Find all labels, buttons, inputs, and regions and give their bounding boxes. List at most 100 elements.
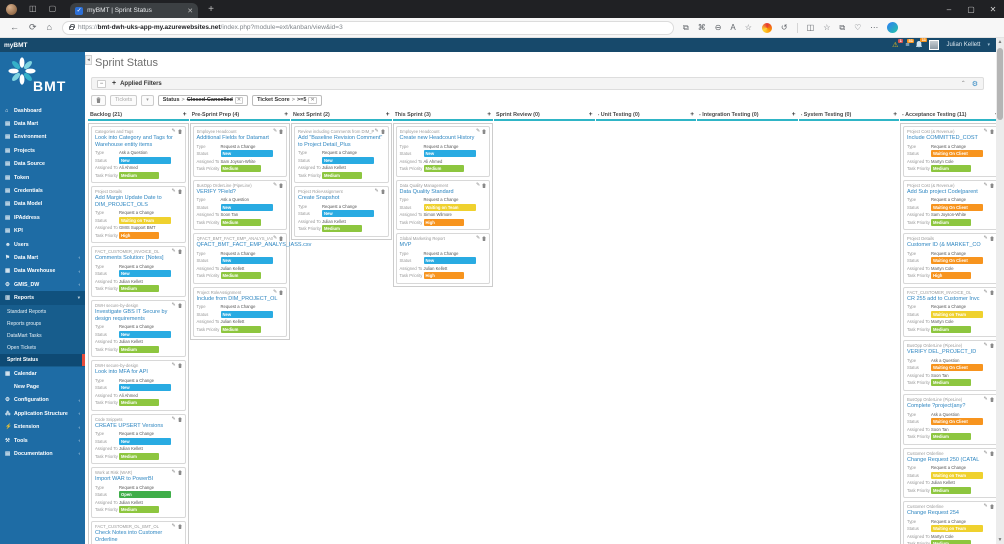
scrollbar-thumb[interactable] bbox=[997, 48, 1003, 120]
bell-icon[interactable]: 11 bbox=[916, 37, 928, 50]
sidebar-item-data-model[interactable]: ▤ Data Model bbox=[0, 198, 85, 211]
sidebar-item-data-mart[interactable]: ▤ Data Mart bbox=[0, 117, 85, 130]
add-card-button[interactable]: + bbox=[690, 111, 694, 118]
sidebar-subitem-open-tickets[interactable]: Open Tickets bbox=[7, 344, 37, 351]
sidebar-item-projects[interactable]: ▤ Projects bbox=[0, 144, 85, 157]
card-edit-icon[interactable]: ✎ bbox=[171, 523, 176, 529]
sidebar-item-data-mart[interactable]: ⚑ Data Mart ‹ bbox=[0, 251, 85, 264]
sidebar-subitem-sprint-status[interactable]: Sprint Status bbox=[0, 353, 85, 366]
card-delete-icon[interactable] bbox=[279, 236, 283, 242]
sidebar-item-credentials[interactable]: ▤ Credentials bbox=[0, 184, 85, 197]
card-delete-icon[interactable] bbox=[990, 236, 994, 242]
kanban-card[interactable]: Code Snippets ✎ CREATE UPSERT Versions T… bbox=[91, 413, 186, 465]
card-delete-icon[interactable] bbox=[178, 416, 182, 422]
card-title-link[interactable]: Complete ?project(any? bbox=[907, 402, 966, 409]
card-title-link[interactable]: Add Margin Update Date to DIM_PROJECT_OL… bbox=[95, 195, 162, 208]
browser-tab[interactable]: ✓ myBMT | Sprint Status ✕ bbox=[70, 3, 199, 18]
card-edit-icon[interactable]: ✎ bbox=[171, 189, 176, 195]
card-delete-icon[interactable] bbox=[990, 182, 994, 188]
scroll-down-icon[interactable]: ▼ bbox=[997, 537, 1003, 543]
card-title-link[interactable]: VERIFY DEL_PROJECT_ID bbox=[907, 349, 977, 356]
kanban-card[interactable]: Project RoleAssignment ✎ Include from DI… bbox=[192, 286, 287, 338]
card-edit-icon[interactable]: ✎ bbox=[983, 129, 988, 134]
shopping-icon[interactable]: ♡ bbox=[854, 22, 862, 32]
sidebar-item-extension[interactable]: ⚡ Extension ‹ bbox=[0, 420, 85, 433]
address-bar[interactable]: https://bmt-dwh-uks-app-my.azurewebsites… bbox=[61, 20, 674, 35]
kanban-card[interactable]: Employee Headcount ✎ Create new Headcoun… bbox=[395, 126, 490, 177]
card-edit-icon[interactable]: ✎ bbox=[171, 249, 176, 255]
picture-in-picture-icon[interactable]: ⧉ bbox=[682, 22, 689, 32]
sidebar-item-token[interactable]: ▤ Token bbox=[0, 171, 85, 184]
card-edit-icon[interactable]: ✎ bbox=[983, 289, 988, 295]
card-title-link[interactable]: Create Snapshot bbox=[298, 195, 340, 202]
add-card-button[interactable]: + bbox=[182, 111, 187, 118]
sidebar-item-environment[interactable]: ▤ Environment bbox=[0, 131, 85, 144]
kanban-card[interactable]: Project Cost (& Revenue) ✎ Add Sub proje… bbox=[903, 179, 996, 231]
card-title-link[interactable]: Additional Fields for Datamart bbox=[196, 135, 269, 141]
card-title-link[interactable]: Include from DIM_PROJECT_OL bbox=[196, 295, 278, 302]
browser-profile-avatar[interactable] bbox=[6, 3, 17, 15]
window-close-button[interactable]: ✕ bbox=[989, 4, 997, 14]
card-title-link[interactable]: Look into Category and Tags for Warehous… bbox=[95, 135, 173, 148]
card-title-link[interactable]: CR 255 add to Customer Invc bbox=[907, 295, 980, 302]
sidebar-item-ipaddress[interactable]: ▤ IPAddress bbox=[0, 211, 85, 224]
sidebar-item-data-warehouse[interactable]: ▦ Data Warehouse ‹ bbox=[0, 265, 85, 278]
kanban-card[interactable]: Data Quality Management ✎ Data Quality S… bbox=[395, 179, 490, 231]
kanban-card[interactable]: Project RoleAssignment ✎ Create Snapshot… bbox=[294, 186, 389, 237]
tickets-button[interactable]: Tickets bbox=[110, 94, 138, 106]
more-menu-icon[interactable]: ⋯ bbox=[870, 22, 879, 32]
kanban-card[interactable]: Project Cost (& Revenue) ✎ Include COMMI… bbox=[903, 126, 996, 177]
card-title-link[interactable]: Change Request 254 bbox=[907, 510, 959, 517]
card-title-link[interactable]: Create new Headcount History bbox=[399, 135, 475, 141]
sidebar-subitem-standard-reports[interactable]: Standard Reports bbox=[7, 308, 47, 315]
new-tab-button[interactable]: + bbox=[208, 3, 214, 15]
rewards-icon[interactable] bbox=[761, 22, 772, 33]
clear-filters-trash-icon[interactable] bbox=[91, 94, 106, 106]
card-edit-icon[interactable]: ✎ bbox=[171, 302, 176, 308]
tab-search-icon[interactable]: ▢ bbox=[48, 4, 57, 13]
kanban-card[interactable]: Project Details ✎ Customer ID (& MARKET_… bbox=[903, 233, 996, 284]
card-delete-icon[interactable] bbox=[990, 396, 994, 402]
alerts-icon[interactable]: ⚠ 1 bbox=[892, 37, 904, 49]
card-delete-icon[interactable] bbox=[990, 450, 994, 456]
kanban-card[interactable]: BusOpp OrderLine (PipeLine) ✎ VERIFY ?Fi… bbox=[192, 179, 287, 231]
kanban-card[interactable]: Customer Orderline ✎ Change Request 254 … bbox=[903, 501, 996, 544]
card-title-link[interactable]: Add "Baseline Revision Comment" to Proje… bbox=[298, 135, 383, 148]
refresh-icon[interactable]: ⟳ bbox=[29, 22, 37, 32]
sidebar-item-gmis-dw[interactable]: ⚙ GMIS_DW ‹ bbox=[0, 278, 85, 291]
card-edit-icon[interactable]: ✎ bbox=[983, 396, 988, 402]
card-title-link[interactable]: Investigate GBS IT Secure by design requ… bbox=[95, 308, 168, 322]
sidebar-collapse-button[interactable]: ◂ bbox=[85, 55, 92, 65]
card-edit-icon[interactable]: ✎ bbox=[171, 363, 176, 369]
card-edit-icon[interactable]: ✎ bbox=[272, 289, 277, 295]
sidebar-item-data-source[interactable]: ▤ Data Source bbox=[0, 158, 85, 171]
sidebar-subitem-reports-groups[interactable]: Reports groups bbox=[7, 320, 42, 327]
window-maximize-button[interactable]: ▢ bbox=[967, 4, 975, 14]
kanban-card[interactable]: BusOpp OrderLine (PipeLine) ✎ Complete ?… bbox=[903, 393, 996, 445]
zoom-icon[interactable]: ⊖ bbox=[714, 22, 722, 32]
card-delete-icon[interactable] bbox=[178, 523, 182, 529]
card-edit-icon[interactable]: ✎ bbox=[475, 129, 480, 134]
sidebar-item-users[interactable]: ☻ Users bbox=[0, 238, 85, 251]
workspaces-icon[interactable]: ◫ bbox=[29, 4, 37, 13]
kanban-card[interactable]: Review including Comments from DIM_PROJE… bbox=[294, 126, 389, 184]
card-title-link[interactable]: MVP bbox=[399, 242, 412, 249]
user-menu-chevron-icon[interactable]: ▾ bbox=[987, 42, 990, 48]
card-title-link[interactable]: QFACT_BMT_FACT_EMP_ANALYS_IASS.csv bbox=[196, 242, 312, 249]
card-edit-icon[interactable]: ✎ bbox=[171, 470, 176, 476]
card-title-link[interactable]: Check Notes into Customer Orderline bbox=[95, 529, 163, 543]
task-list-icon[interactable]: ≡ 31 bbox=[905, 37, 915, 49]
kanban-card[interactable]: FACT_CUSTOMER_INVOICE_OL ✎ Comments Solu… bbox=[91, 246, 186, 297]
card-title-link[interactable]: CREATE UPSERT Versions bbox=[95, 422, 164, 429]
read-aloud-icon[interactable]: A bbox=[730, 22, 736, 32]
card-edit-icon[interactable]: ✎ bbox=[374, 129, 379, 134]
card-delete-icon[interactable] bbox=[990, 289, 994, 295]
filter-chip-ticket-score[interactable]: Ticket Score > >=5 ✕ bbox=[252, 94, 322, 106]
sidebar-item-configuration[interactable]: ⚙ Configuration ‹ bbox=[0, 394, 85, 407]
back-icon[interactable]: ← bbox=[10, 22, 19, 32]
card-edit-icon[interactable]: ✎ bbox=[171, 416, 176, 422]
card-edit-icon[interactable]: ✎ bbox=[475, 236, 480, 242]
kanban-card[interactable]: Employee Headcount ✎ Additional Fields f… bbox=[192, 126, 287, 177]
card-delete-icon[interactable] bbox=[178, 470, 182, 476]
split-screen-icon[interactable]: ◫ bbox=[806, 22, 815, 32]
